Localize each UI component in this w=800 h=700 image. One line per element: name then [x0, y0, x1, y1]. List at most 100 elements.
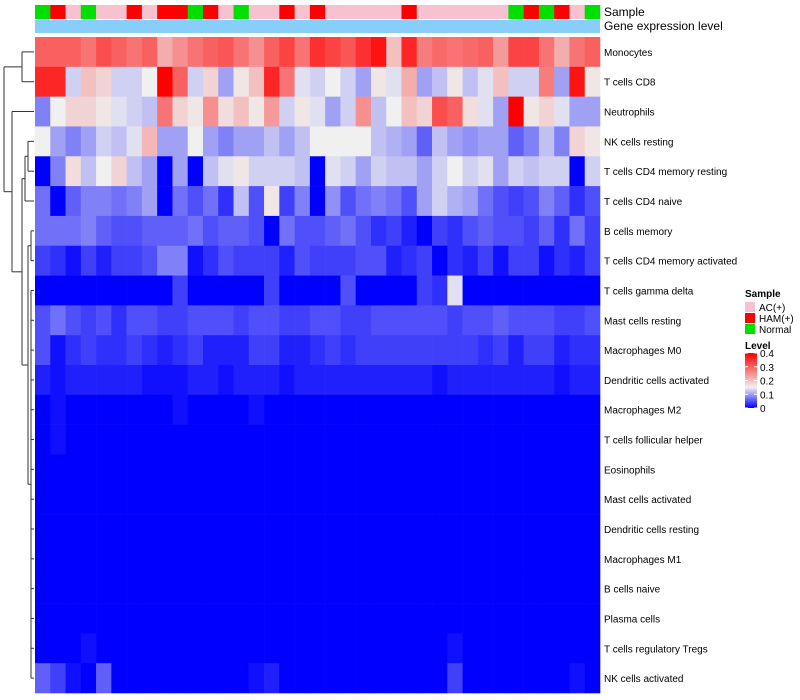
heatmap-cell [65, 186, 82, 217]
heatmap-cell [309, 394, 326, 425]
heatmap-cell [416, 573, 433, 604]
heatmap-cell [584, 603, 601, 634]
heatmap-cell [80, 245, 97, 276]
heatmap-cell [80, 96, 97, 127]
heatmap-cell [141, 335, 158, 366]
heatmap-cell [447, 275, 463, 306]
heatmap-cell [141, 215, 158, 247]
heatmap-cell [447, 156, 463, 187]
heatmap-cell [340, 215, 356, 247]
heatmap-cell [218, 156, 234, 187]
legend-sample-label: Normal [759, 325, 791, 336]
heatmap-cell [279, 305, 295, 336]
heatmap-cell [325, 365, 341, 396]
level-tick-label: 0 [760, 404, 766, 415]
heatmap-cell [157, 96, 173, 127]
heatmap-cell [202, 514, 219, 545]
heatmap-cell [569, 126, 586, 157]
heatmap-cell [248, 275, 265, 306]
heatmap-cell [325, 633, 341, 664]
heatmap-cell [493, 454, 509, 485]
heatmap-cell [35, 633, 51, 664]
heatmap-cell [157, 37, 173, 68]
heatmap-cell [35, 603, 51, 634]
sample-annotation-cell [202, 5, 219, 19]
heatmap-cell [65, 543, 82, 575]
heatmap-cell [279, 96, 295, 127]
heatmap-cell [432, 603, 448, 634]
heatmap-cell [447, 484, 463, 515]
heatmap-cell [218, 394, 234, 425]
sample-annotation-cell [477, 5, 494, 19]
heatmap-cell [157, 424, 173, 455]
heatmap-cell [172, 96, 189, 127]
heatmap-cell [157, 394, 173, 425]
heatmap-cell [80, 424, 97, 455]
heatmap-cell [355, 454, 372, 485]
heatmap-cell [386, 663, 402, 694]
heatmap-cell [523, 245, 540, 276]
heatmap-cell [493, 126, 509, 157]
heatmap-cell [218, 365, 234, 396]
heatmap-cell [187, 663, 204, 694]
heatmap-cell [294, 275, 311, 306]
heatmap-cell [187, 424, 204, 455]
heatmap-cell [202, 37, 219, 68]
heatmap-cell [309, 126, 326, 157]
heatmap-cell [370, 633, 387, 664]
heatmap-cell [111, 603, 127, 634]
heatmap-cell [50, 245, 66, 276]
row-label: Macrophages M2 [604, 406, 682, 417]
heatmap-cell [340, 156, 356, 187]
heatmap-cell [462, 305, 479, 336]
heatmap-cell [584, 394, 601, 425]
heatmap-cell [477, 156, 494, 187]
heatmap-cell [35, 424, 51, 455]
heatmap-cell [50, 573, 66, 604]
heatmap-cell [340, 633, 356, 664]
heatmap-cell [554, 365, 570, 396]
heatmap-cell [462, 484, 479, 515]
heatmap-cell [477, 573, 494, 604]
heatmap-cell [111, 275, 127, 306]
heatmap-cell [141, 305, 158, 336]
heatmap-cell [569, 156, 586, 187]
heatmap-cell [279, 663, 295, 694]
heatmap-cell [401, 186, 418, 217]
heatmap-cell [141, 275, 158, 306]
heatmap-cell [401, 394, 418, 425]
heatmap-cell [493, 186, 509, 217]
heatmap-cell [248, 573, 265, 604]
heatmap-cell [96, 454, 112, 485]
heatmap-cell [508, 186, 524, 217]
heatmap-cell [96, 37, 112, 68]
heatmap-cell [50, 543, 66, 575]
heatmap-cell [462, 543, 479, 575]
heatmap-cell [35, 305, 51, 336]
heatmap-cell [264, 37, 280, 68]
heatmap-cell [96, 543, 112, 575]
heatmap-cell [126, 424, 143, 455]
sample-annotation-cell [96, 5, 112, 19]
heatmap-cell [523, 186, 540, 217]
heatmap-cell [447, 603, 463, 634]
heatmap-cell [172, 335, 189, 366]
heatmap-cell [569, 603, 586, 634]
heatmap-cell [447, 514, 463, 545]
heatmap-cell [325, 37, 341, 68]
heatmap-cell [416, 186, 433, 217]
heatmap-cell [172, 186, 189, 217]
heatmap-cell [233, 215, 250, 247]
heatmap-cell [447, 663, 463, 694]
heatmap-cell [65, 156, 82, 187]
heatmap-cell [569, 96, 586, 127]
heatmap-cell [80, 275, 97, 306]
legend-sample-label: HAM(+) [759, 314, 794, 325]
heatmap-cell [126, 66, 143, 97]
heatmap-cell [279, 215, 295, 247]
heatmap-cell [279, 186, 295, 217]
heatmap-cell [80, 66, 97, 97]
heatmap-cell [248, 394, 265, 425]
heatmap-cell [126, 186, 143, 217]
heatmap-cell [264, 663, 280, 694]
